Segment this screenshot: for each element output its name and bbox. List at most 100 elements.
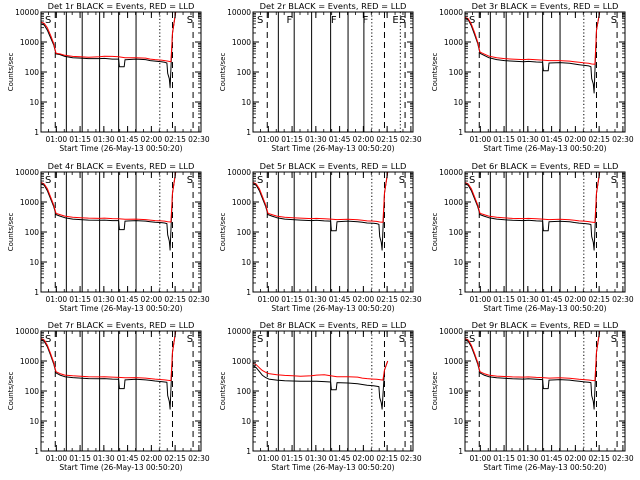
panel-title: Det 7r BLACK = Events, RED = LLD <box>48 320 195 330</box>
x-tick-label: 02:30 <box>400 135 422 144</box>
lld-series-line <box>40 330 177 382</box>
panel-1: Det 1r BLACK = Events, RED = LLD S S 1 10 100… <box>7 1 210 153</box>
panel-title: Det 9r BLACK = Events, RED = LLD <box>472 320 619 330</box>
panel-6: Det 6r BLACK = Events, RED = LLD S S 1 10 100… <box>431 161 634 313</box>
events-series-line <box>40 11 177 89</box>
y-tick-label: 1 <box>458 288 463 297</box>
x-tick-label: 01:00 <box>46 295 68 304</box>
annotation-label: S <box>257 15 263 26</box>
x-axis-label: Start Time (26-May-13 00:50:20) <box>59 304 182 313</box>
lld-series-line <box>464 11 601 65</box>
x-tick-label: 01:15 <box>281 454 303 463</box>
x-tick-label: 02:15 <box>164 454 186 463</box>
x-tick-label: 01:15 <box>493 295 515 304</box>
x-tick-label: 01:30 <box>305 135 327 144</box>
y-tick-label: 1 <box>458 447 463 456</box>
x-tick-label: 02:30 <box>400 454 422 463</box>
annotation-label: S <box>257 334 263 345</box>
y-tick-label: 10 <box>241 258 251 267</box>
y-tick-label: 10 <box>29 258 39 267</box>
y-tick-label: 10 <box>29 417 39 426</box>
y-tick-label: 10 <box>29 98 39 107</box>
annotation-label: S <box>45 15 51 26</box>
events-series-line <box>464 171 601 251</box>
x-tick-label: 01:15 <box>281 135 303 144</box>
x-tick-label: 01:00 <box>470 295 492 304</box>
x-tick-label: 02:30 <box>188 454 210 463</box>
plot-frame <box>464 171 626 293</box>
lld-series-line <box>40 171 177 223</box>
y-tick-label: 100 <box>237 387 252 396</box>
x-tick-label: 02:30 <box>188 295 210 304</box>
panel-title: Det 2r BLACK = Events, RED = LLD <box>260 1 407 11</box>
x-tick-label: 02:00 <box>353 454 375 463</box>
y-tick-label: 10 <box>241 98 251 107</box>
x-axis-label: Start Time (26-May-13 00:50:20) <box>271 463 394 472</box>
annotation-label: F <box>331 15 337 26</box>
y-axis-label: Counts/sec <box>431 213 439 252</box>
x-tick-label: 02:15 <box>164 295 186 304</box>
y-tick-label: 1000 <box>232 357 251 366</box>
x-tick-label: 02:15 <box>164 135 186 144</box>
plot-frame <box>464 11 626 133</box>
y-tick-label: 10 <box>241 417 251 426</box>
y-tick-label: 10000 <box>439 327 463 336</box>
y-tick-label: 1000 <box>20 357 39 366</box>
events-series-line <box>40 330 177 410</box>
annotation-label: S <box>611 15 617 26</box>
y-tick-label: 1 <box>246 128 251 137</box>
y-tick-label: 100 <box>449 68 464 77</box>
x-tick-label: 01:30 <box>517 454 539 463</box>
x-tick-label: 01:30 <box>93 295 115 304</box>
x-tick-label: 02:00 <box>141 454 163 463</box>
events-series-line <box>252 360 389 410</box>
x-axis-label: Start Time (26-May-13 00:50:20) <box>483 304 606 313</box>
x-tick-label: 01:45 <box>329 295 351 304</box>
annotation-label: S <box>187 175 193 186</box>
annotation-label: E <box>392 15 398 26</box>
x-tick-label: 01:30 <box>305 295 327 304</box>
plot-frame <box>252 171 414 293</box>
x-tick-label: 02:30 <box>612 454 634 463</box>
events-series-line <box>252 171 389 251</box>
y-tick-label: 1 <box>458 128 463 137</box>
annotation-label: F <box>363 15 369 26</box>
x-tick-label: 01:00 <box>46 454 68 463</box>
annotation-label: S <box>469 334 475 345</box>
y-axis-label: Counts/sec <box>431 372 439 411</box>
y-tick-label: 10000 <box>439 168 463 177</box>
y-tick-label: 1 <box>246 447 251 456</box>
y-tick-label: 100 <box>25 387 40 396</box>
y-axis-label: Counts/sec <box>7 53 15 92</box>
plot-frame <box>40 171 202 293</box>
x-axis-label: Start Time (26-May-13 00:50:20) <box>271 144 394 153</box>
x-tick-label: 01:15 <box>69 295 91 304</box>
plot-frame <box>40 11 202 133</box>
plot-frame <box>40 330 202 452</box>
y-tick-label: 1000 <box>232 198 251 207</box>
x-tick-label: 02:00 <box>353 135 375 144</box>
x-tick-label: 01:45 <box>329 454 351 463</box>
x-tick-label: 02:00 <box>353 295 375 304</box>
x-tick-label: 01:45 <box>541 454 563 463</box>
x-tick-label: 01:15 <box>493 135 515 144</box>
y-tick-label: 100 <box>237 228 252 237</box>
x-tick-label: 02:15 <box>588 295 610 304</box>
x-tick-label: 01:15 <box>281 295 303 304</box>
x-tick-label: 01:00 <box>470 454 492 463</box>
y-tick-label: 1 <box>34 288 39 297</box>
y-tick-label: 1 <box>246 288 251 297</box>
x-tick-label: 01:45 <box>329 135 351 144</box>
y-axis-label: Counts/sec <box>219 372 227 411</box>
x-tick-label: 01:45 <box>541 295 563 304</box>
x-tick-label: 01:45 <box>117 454 139 463</box>
x-tick-label: 02:30 <box>612 135 634 144</box>
plot-frame <box>252 11 414 133</box>
x-tick-label: 02:30 <box>188 135 210 144</box>
panel-title: Det 4r BLACK = Events, RED = LLD <box>48 161 195 171</box>
events-series-line <box>40 171 177 251</box>
annotation-label: S <box>45 334 51 345</box>
lld-series-line <box>464 330 601 382</box>
